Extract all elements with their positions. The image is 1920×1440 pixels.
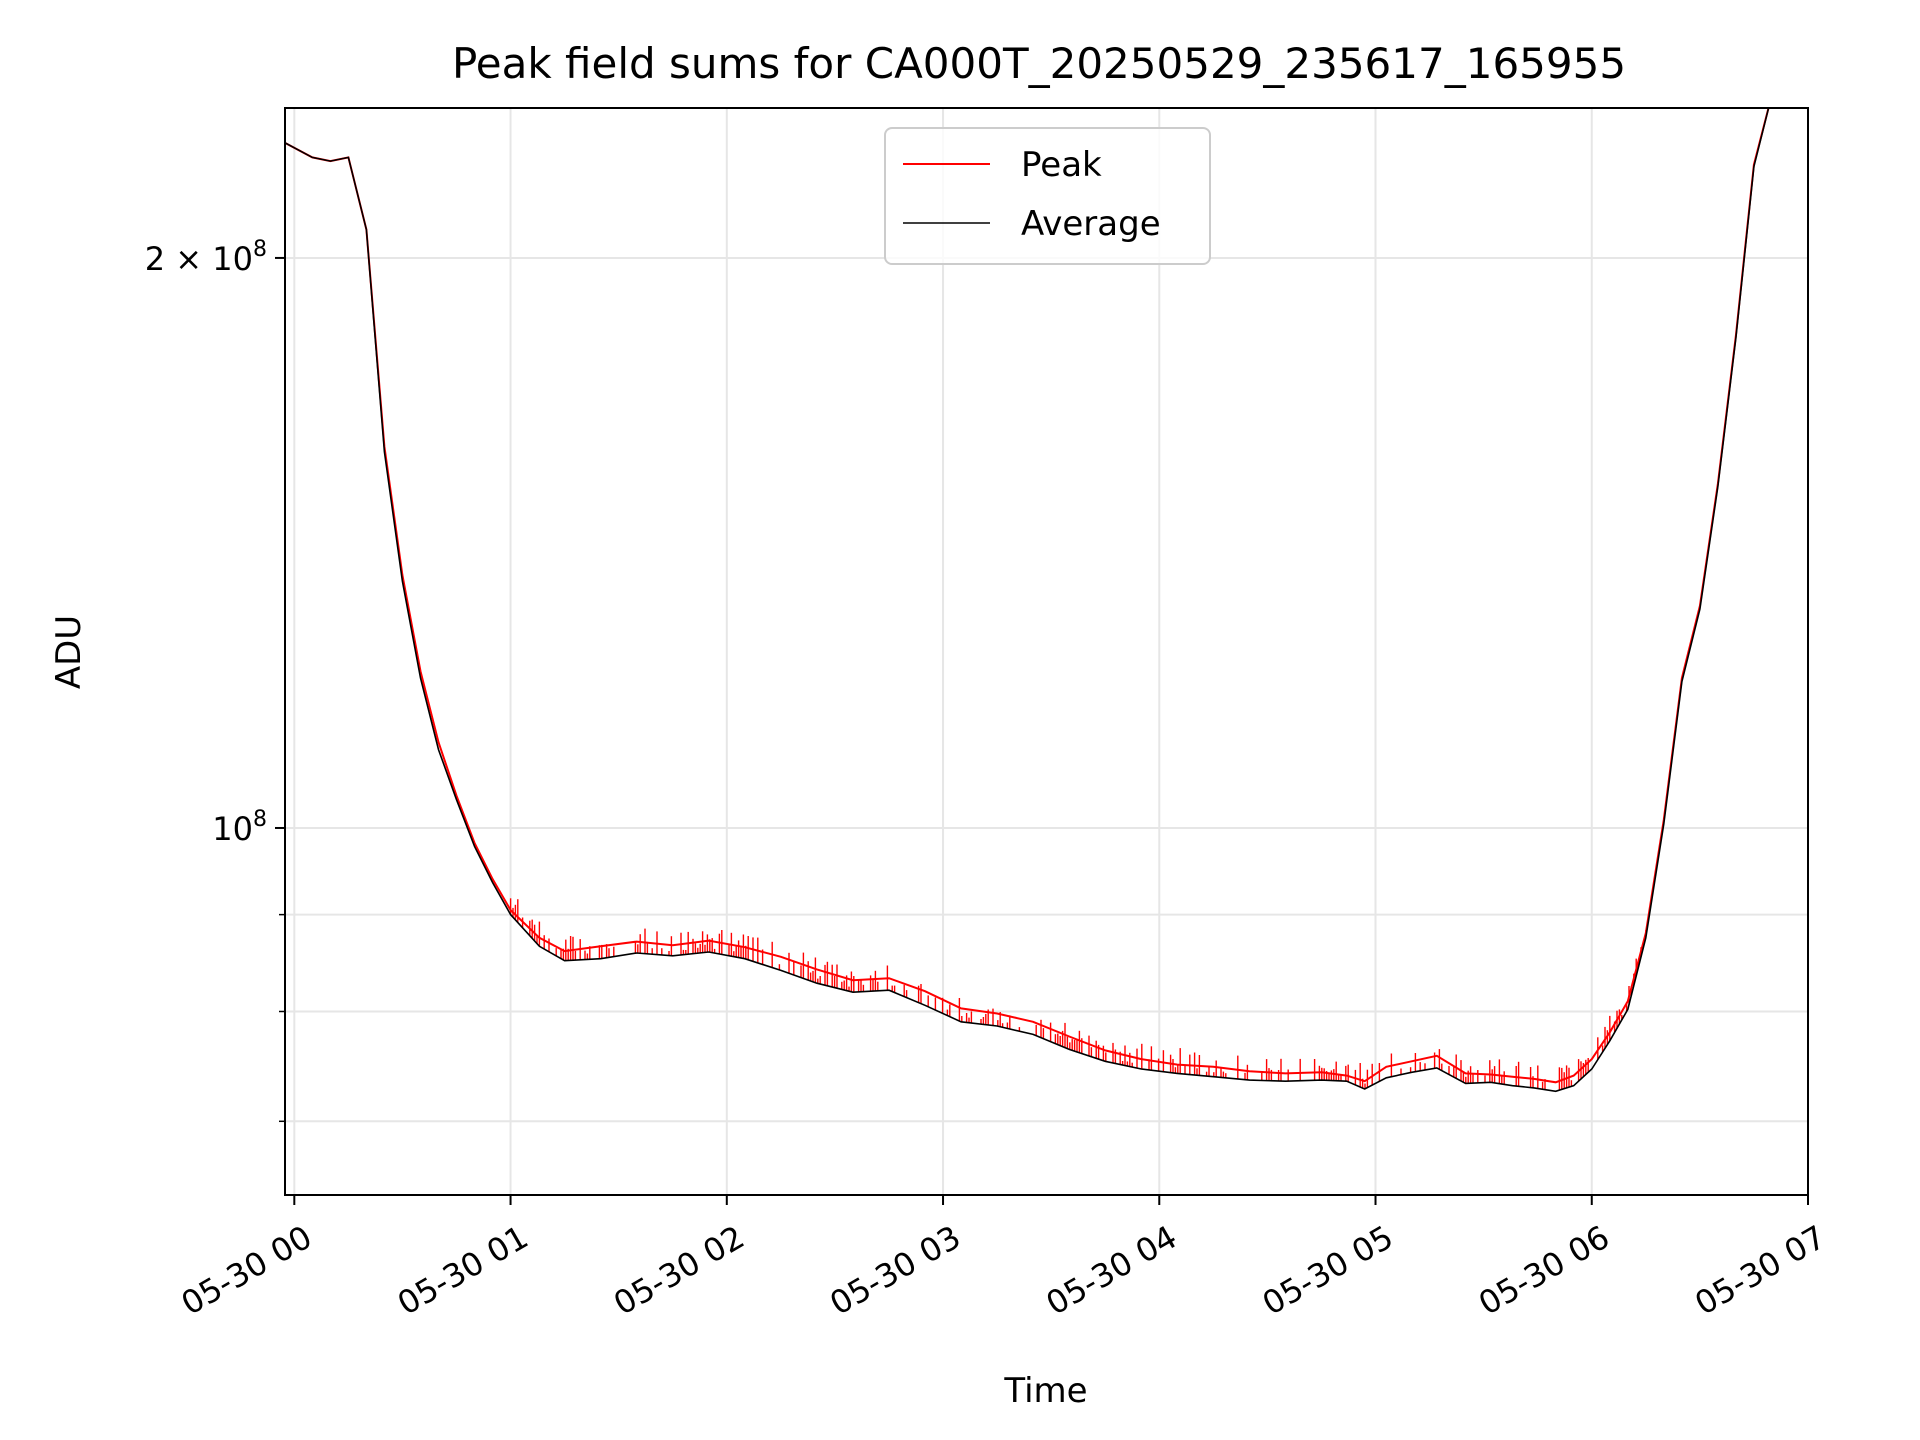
legend: Peak Average: [884, 127, 1211, 265]
series-line-peak: [285, 108, 1770, 1084]
y-tick-label: 2 × 108: [145, 237, 267, 278]
plot-frame: [284, 107, 1809, 1196]
peak-spikes: [509, 898, 1647, 1091]
legend-label-average: Average: [1021, 204, 1161, 244]
chart-title: Peak field sums for CA000T_20250529_2356…: [452, 39, 1626, 88]
y-axis-label: ADU: [49, 615, 89, 689]
y-tick-label-exponent: 8: [253, 237, 267, 262]
x-axis-label: Time: [1003, 1371, 1087, 1411]
legend-label-peak: Peak: [1021, 145, 1102, 185]
legend-box: [884, 127, 1211, 265]
series-line-average: [285, 108, 1770, 1093]
y-tick-label-exponent: 8: [253, 807, 267, 832]
y-tick-label: 108: [212, 807, 267, 848]
y-tick-label-base: 10: [212, 810, 253, 848]
y-tick-label-base: 2 × 10: [145, 240, 253, 278]
